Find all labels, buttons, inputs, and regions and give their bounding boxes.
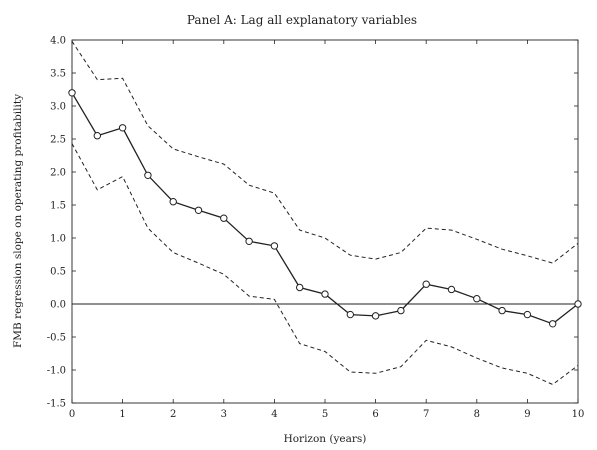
series-lower-band-line	[71, 143, 579, 386]
x-tick-label: 10	[572, 409, 585, 420]
series-estimate-point	[574, 300, 582, 308]
x-ticks: 0 1 2 3 4 5 6 7 8 9 10	[69, 40, 585, 420]
x-tick-label: 1	[119, 409, 125, 420]
series-estimate-point	[371, 312, 380, 320]
series-estimate-point	[498, 306, 506, 315]
x-tick-label: 0	[69, 409, 75, 420]
x-tick-label: 2	[170, 409, 176, 420]
series-estimate-point	[68, 89, 76, 97]
series-estimate-point	[422, 280, 430, 288]
y-tick-label: 4.0	[50, 36, 66, 47]
y-axis-label: FMB regression slope on operating profit…	[12, 94, 24, 348]
series-estimate-point	[144, 171, 152, 180]
series-estimate-point	[194, 206, 203, 214]
y-tick-label: 1.5	[50, 201, 66, 212]
series-estimate-line	[71, 92, 579, 325]
y-tick-label: 1.0	[50, 234, 66, 245]
x-tick-label: 8	[474, 409, 480, 420]
y-tick-label: 0.5	[50, 267, 66, 278]
y-tick-label: 3.0	[50, 102, 66, 113]
plot-frame	[71, 39, 579, 404]
series-estimate-point	[118, 124, 127, 132]
x-tick-label: 4	[271, 409, 277, 420]
series-estimate-point	[321, 290, 329, 298]
y-tick-label: -0.5	[47, 333, 66, 344]
series-estimate-point	[270, 242, 279, 250]
series-upper-band-line	[71, 41, 579, 264]
x-axis-label: Horizon (years)	[284, 433, 367, 445]
series-estimate-point	[473, 295, 481, 303]
y-tick-label: 2.0	[50, 168, 66, 179]
series-estimate-point	[245, 237, 253, 246]
y-tick-label: 3.5	[50, 69, 66, 80]
y-tick-label: 0.0	[50, 300, 66, 311]
x-tick-label: 3	[221, 409, 227, 420]
series-layer	[68, 41, 582, 386]
y-tick-label: -1.0	[47, 366, 66, 377]
axes	[71, 39, 579, 404]
y-ticks: 4.0 3.5 3.0 2.5 2.0 1.5 1.0 0.5 0.0 -0.5 -1.0 -1.5	[47, 36, 578, 410]
x-tick-label: 5	[322, 409, 328, 420]
y-tick-label: -1.5	[47, 399, 66, 410]
series-estimate-point	[549, 320, 557, 328]
series-estimate-point	[296, 283, 304, 292]
chart-title: Panel A: Lag all explanatory variables	[187, 13, 417, 27]
series-estimate-point	[93, 132, 102, 140]
x-tick-label: 9	[524, 409, 530, 420]
series-estimate-point	[169, 198, 177, 206]
y-tick-label: 2.5	[50, 135, 66, 146]
series-estimate-point	[523, 310, 532, 319]
x-tick-label: 7	[423, 409, 429, 420]
x-tick-label: 6	[372, 409, 378, 420]
series-estimate-point	[346, 310, 354, 319]
series-estimate-point	[447, 285, 456, 294]
series-estimate-point	[220, 214, 228, 222]
series-estimate-point	[397, 306, 405, 315]
